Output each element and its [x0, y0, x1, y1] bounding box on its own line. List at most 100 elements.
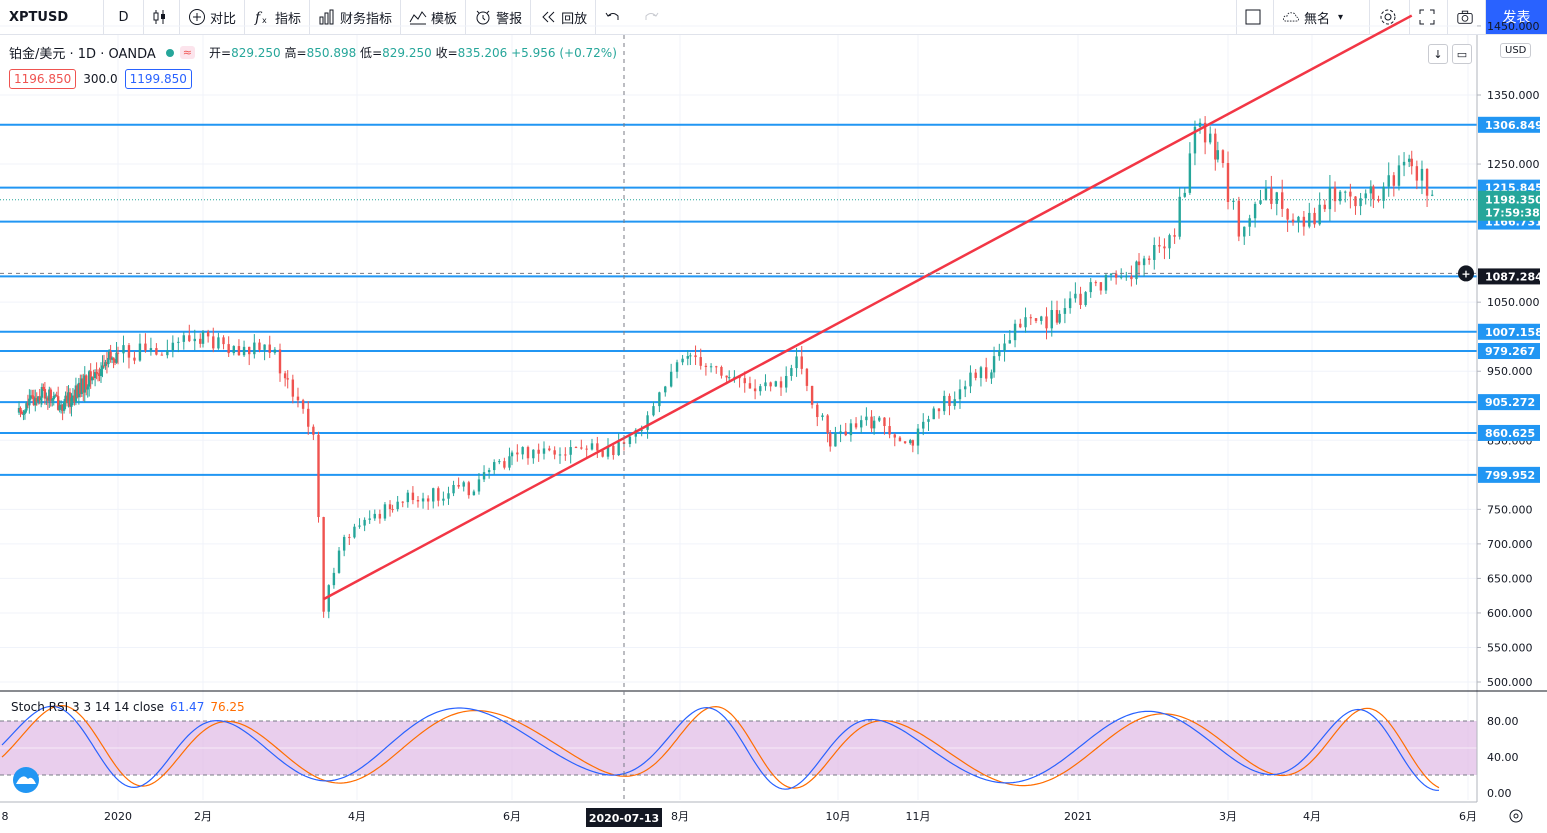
candle-body	[699, 357, 702, 366]
candle-body	[1338, 191, 1342, 202]
candle-body	[113, 360, 117, 363]
candle-body	[122, 345, 125, 354]
layout-select-button[interactable]	[1236, 0, 1274, 34]
layout-name-button[interactable]: 無名 ▾	[1274, 0, 1370, 34]
candle-body	[110, 357, 114, 360]
candle-body	[115, 352, 118, 363]
chart-type-button[interactable]	[144, 0, 180, 34]
candle-body	[1084, 292, 1087, 306]
financials-button[interactable]: 财务指标	[310, 0, 402, 34]
stoch-k-line	[1, 705, 1439, 791]
redo-button[interactable]	[634, 0, 672, 34]
sell-price-button[interactable]: 1196.850	[9, 69, 77, 89]
candle-body	[99, 369, 103, 376]
candle-body	[1068, 298, 1072, 309]
templates-button[interactable]: 模板	[401, 0, 467, 34]
candle-body	[689, 355, 692, 357]
candle-body	[1168, 235, 1171, 249]
candle-body	[383, 504, 387, 519]
candle-body	[80, 378, 84, 394]
alert-button[interactable]: 警报	[466, 0, 532, 34]
candle-body	[278, 349, 282, 374]
candle-body	[590, 443, 594, 450]
time-tick-label: 2月	[194, 810, 212, 823]
symbol-label: XPTUSD	[9, 9, 69, 25]
replay-button[interactable]: 回放	[531, 0, 597, 34]
candle-body	[1318, 204, 1321, 225]
maximize-pane-button[interactable]: ▭	[1452, 44, 1472, 64]
price-tag-box	[1478, 116, 1540, 133]
candle-body	[909, 440, 912, 444]
candle-body	[694, 355, 697, 358]
candle-body	[1280, 192, 1284, 209]
candle-body	[728, 377, 731, 379]
candle-body	[969, 372, 972, 387]
candle-body	[332, 572, 336, 586]
candle-body	[25, 403, 28, 411]
candle-body	[1045, 316, 1048, 329]
low-value: 829.250	[382, 46, 432, 60]
candle-body	[432, 488, 435, 502]
candle-body	[32, 396, 36, 406]
candle-body	[1079, 293, 1082, 306]
candles	[17, 116, 1434, 619]
time-tick-label: 8月	[671, 810, 689, 823]
candle-body	[177, 341, 180, 343]
candle-body	[160, 354, 164, 356]
wave-icon[interactable]: ≈	[179, 46, 195, 59]
candle-body	[1034, 318, 1038, 321]
candle-body	[426, 498, 430, 502]
candle-body	[1183, 192, 1186, 197]
symbol-search-button[interactable]: XPTUSD	[0, 0, 104, 34]
candle-body	[998, 350, 1001, 357]
candle-body	[532, 449, 535, 459]
undo-button[interactable]	[596, 0, 634, 34]
candle-body	[564, 454, 567, 456]
candle-body	[1163, 246, 1166, 249]
candle-body	[1198, 122, 1202, 127]
candle-body	[652, 406, 655, 416]
scroll-down-button[interactable]: ↓	[1428, 44, 1448, 64]
fullscreen-button[interactable]	[1410, 0, 1448, 34]
candle-body	[421, 498, 425, 502]
interval-button[interactable]: D	[104, 0, 144, 34]
compare-button[interactable]: 对比	[180, 0, 246, 34]
candle-body	[922, 421, 925, 429]
candle-body	[829, 432, 832, 447]
templates-label: 模板	[431, 11, 458, 27]
candle-body	[743, 378, 746, 384]
candle-body	[1055, 309, 1059, 323]
candle-body	[1125, 276, 1128, 278]
candle-body	[237, 346, 241, 356]
candle-body	[510, 452, 514, 457]
stoch-rsi-lines	[0, 704, 1477, 791]
candle-body	[222, 337, 225, 345]
currency-badge[interactable]: USD	[1500, 43, 1532, 58]
candle-body	[779, 381, 783, 388]
candle-body	[834, 433, 837, 447]
candle-body	[1104, 274, 1108, 291]
rewind-icon	[539, 8, 557, 26]
candle-body	[116, 352, 120, 354]
candle-body	[800, 356, 803, 369]
candle-body	[990, 372, 993, 379]
candle-body	[263, 344, 266, 350]
candle-body	[133, 357, 136, 361]
candle-body	[927, 419, 930, 422]
snapshot-button[interactable]	[1448, 0, 1486, 34]
svg-text:f: f	[254, 10, 263, 26]
high-label: 高	[284, 46, 297, 60]
candle-body	[725, 375, 728, 378]
publish-button[interactable]: 发表	[1486, 0, 1547, 34]
candle-body	[1243, 226, 1246, 237]
ohlc-values: 开=829.250 高=850.898 低=829.250 收=835.206 …	[208, 46, 617, 60]
candle-body	[1003, 343, 1006, 351]
candle-body	[65, 395, 69, 404]
buy-price-button[interactable]: 1199.850	[124, 69, 192, 89]
candle-body	[596, 443, 599, 451]
time-tick-label: 6月	[1459, 810, 1477, 823]
candle-body	[1099, 282, 1103, 291]
candle-body	[1135, 261, 1138, 280]
